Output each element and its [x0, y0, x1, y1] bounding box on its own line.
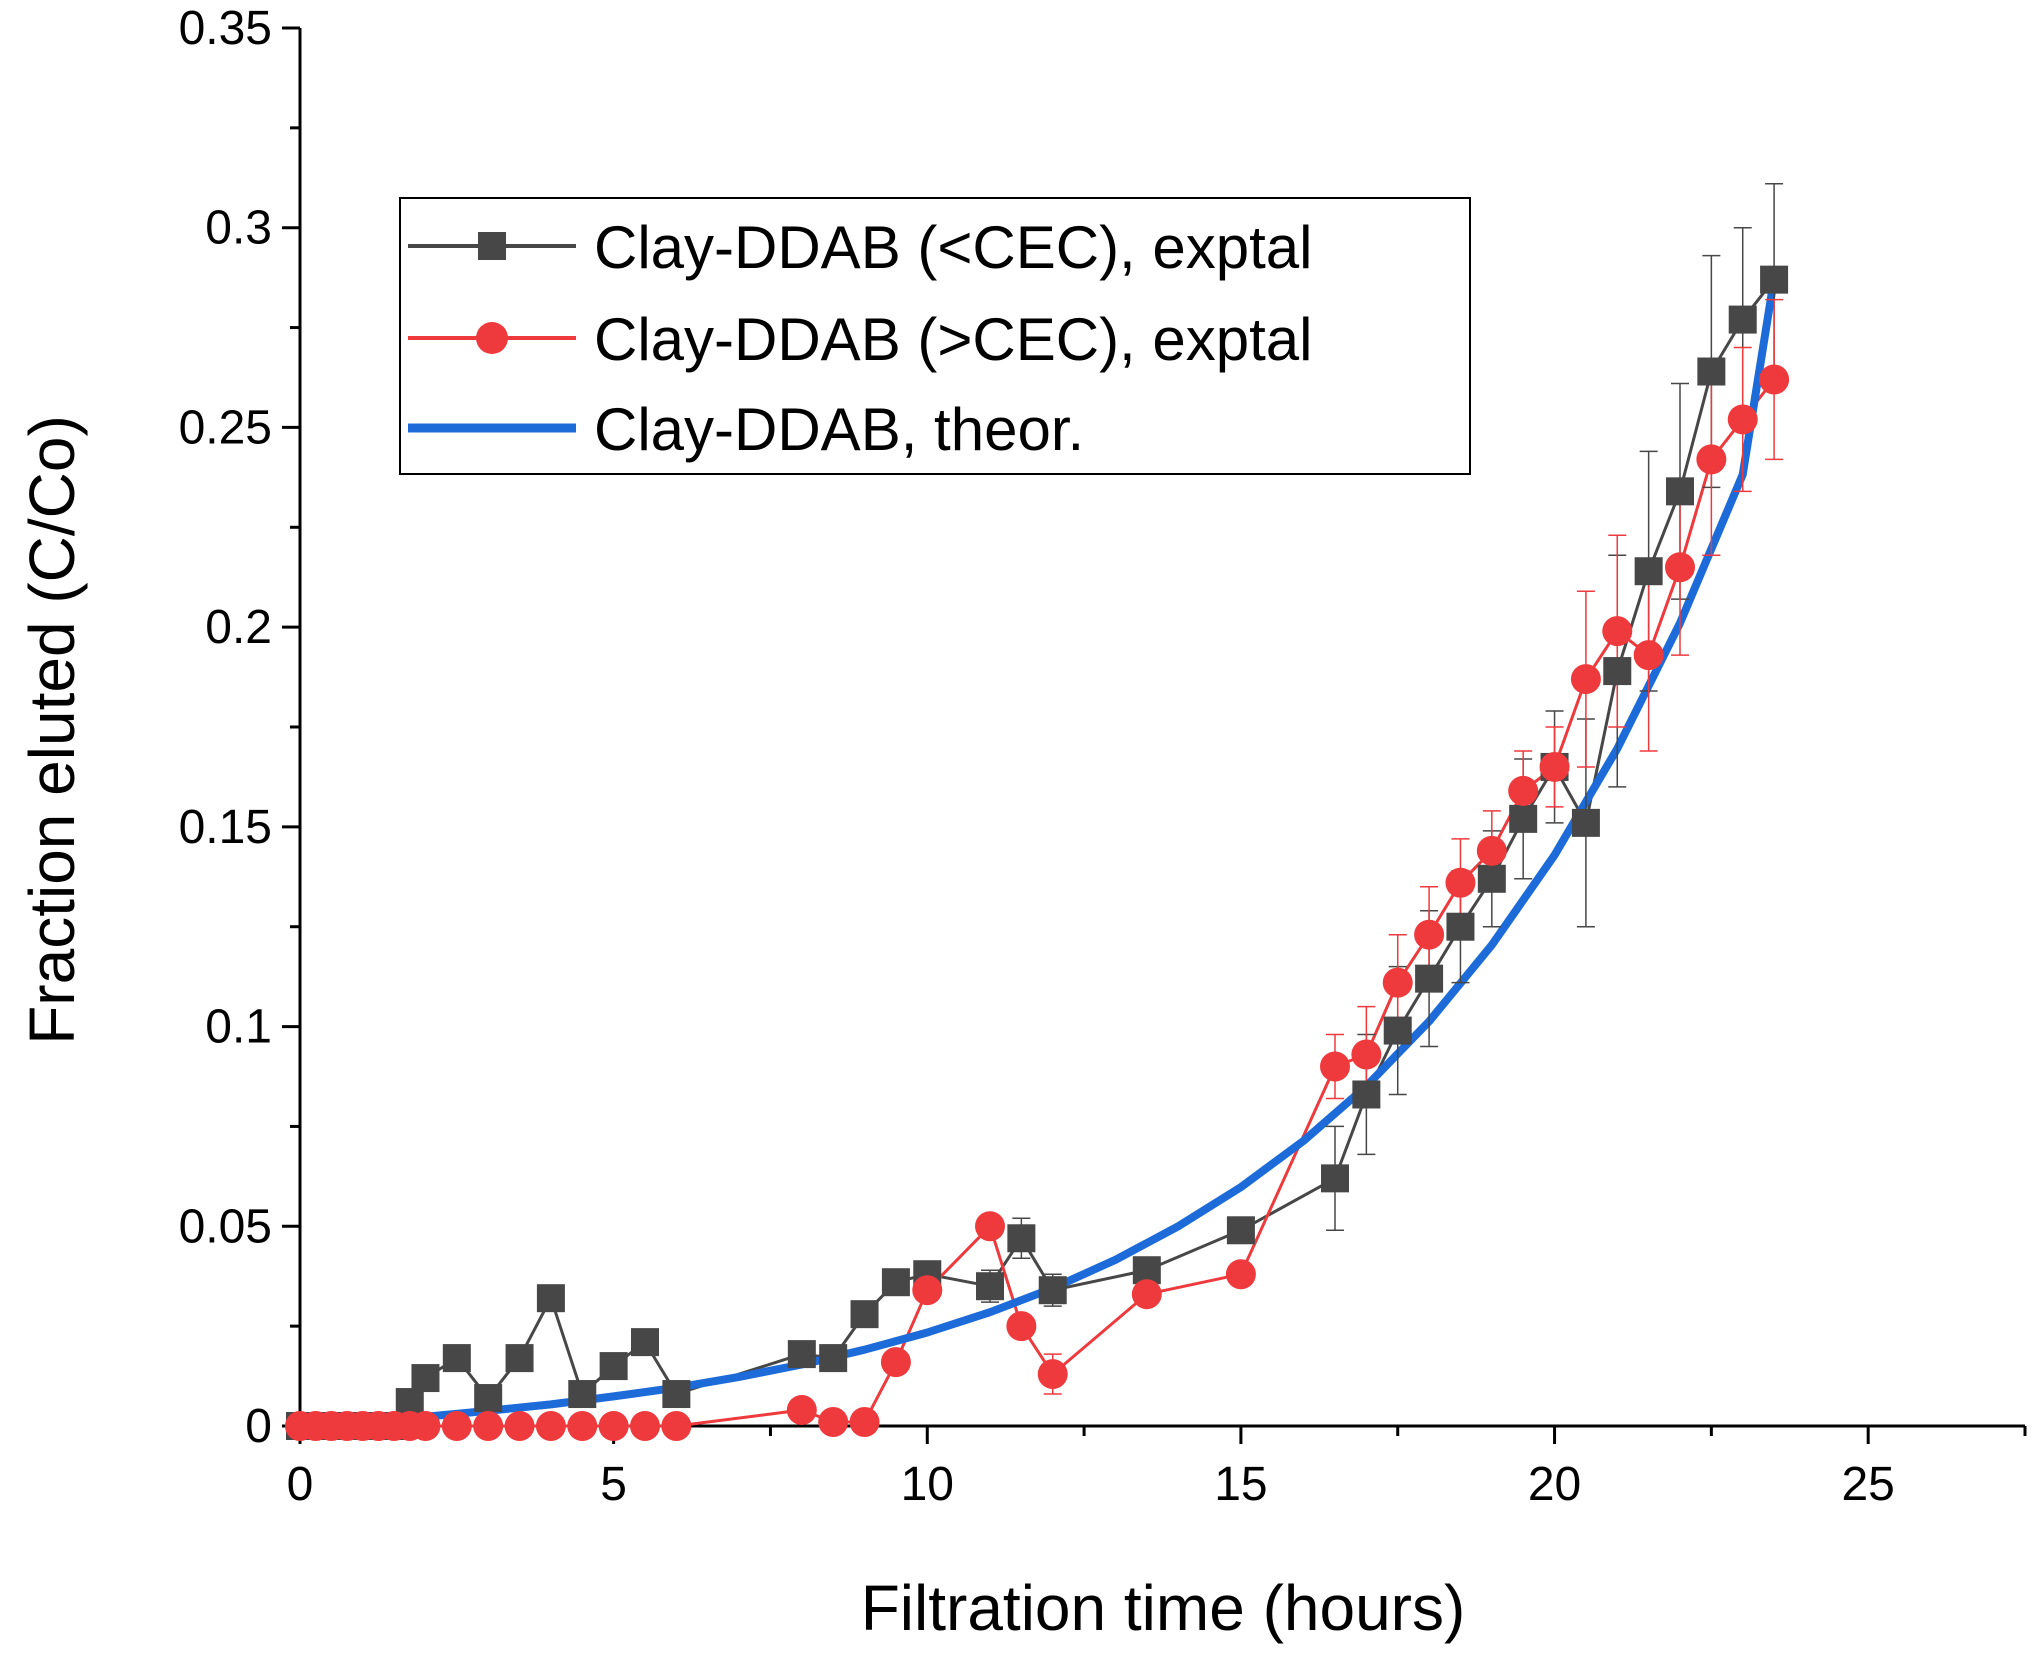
data-point-square: [662, 1380, 691, 1409]
data-point-square: [1446, 912, 1475, 941]
legend-marker-circle: [476, 322, 508, 354]
legend-marker-square: [478, 232, 506, 260]
data-point-circle: [1351, 1039, 1382, 1070]
data-point-square: [411, 1364, 440, 1393]
data-point-square: [1038, 1276, 1067, 1305]
data-point-square: [568, 1380, 597, 1409]
legend-label-series-1: Clay-DDAB (<CEC), exptal: [594, 214, 1313, 281]
data-point-circle: [1759, 364, 1790, 395]
y-tick-label: 0.35: [179, 2, 272, 55]
data-point-circle: [1320, 1051, 1350, 1082]
data-point-circle: [1727, 404, 1758, 435]
data-point-circle: [504, 1411, 535, 1441]
data-point-circle: [630, 1411, 660, 1441]
data-point-circle: [1633, 640, 1664, 671]
data-point-square: [505, 1344, 534, 1373]
data-point-circle: [786, 1395, 817, 1426]
data-point-square: [1352, 1080, 1381, 1109]
legend-box: [399, 197, 1471, 475]
data-point-circle: [1445, 867, 1476, 898]
data-point-circle: [441, 1411, 472, 1441]
data-point-square: [1383, 1016, 1412, 1045]
data-point-circle: [912, 1275, 943, 1306]
x-tick-label: 20: [1528, 1458, 1581, 1511]
data-point-square: [1226, 1216, 1255, 1245]
data-point-square: [1415, 964, 1444, 993]
legend-label-series-2: Clay-DDAB (>CEC), exptal: [594, 306, 1313, 373]
x-tick-label: 15: [1214, 1458, 1267, 1511]
data-point-square: [1760, 265, 1789, 294]
data-point-square: [1571, 808, 1600, 837]
x-tick-label: 10: [901, 1458, 954, 1511]
data-point-square: [850, 1300, 879, 1329]
data-point-square: [1477, 864, 1506, 893]
x-tick-label: 25: [1841, 1458, 1894, 1511]
x-axis-title: Filtration time (hours): [861, 1572, 1466, 1644]
data-point-square: [599, 1352, 628, 1381]
data-point-circle: [1602, 616, 1633, 647]
data-point-circle: [1006, 1311, 1037, 1342]
data-point-square: [1007, 1224, 1036, 1253]
y-tick-label: 0: [245, 1400, 272, 1453]
data-point-circle: [1570, 664, 1601, 695]
data-point-circle: [849, 1407, 880, 1438]
data-point-square: [881, 1268, 910, 1297]
data-point-circle: [975, 1211, 1005, 1242]
data-point-square: [1666, 477, 1694, 506]
data-point-square: [1634, 557, 1663, 586]
data-point-square: [787, 1340, 816, 1369]
data-point-circle: [1508, 775, 1539, 806]
data-point-circle: [1414, 919, 1445, 950]
legend-label-series-3: Clay-DDAB, theor.: [594, 396, 1084, 463]
x-tick-label: 0: [287, 1458, 314, 1511]
data-point-square: [631, 1328, 659, 1357]
data-point-square: [819, 1344, 848, 1373]
y-tick-label: 0.3: [205, 202, 272, 255]
data-point-circle: [598, 1411, 629, 1441]
data-point-circle: [1037, 1359, 1068, 1390]
data-point-circle: [1225, 1259, 1256, 1290]
data-point-circle: [473, 1411, 504, 1441]
data-point-circle: [567, 1411, 598, 1441]
legend: Clay-DDAB (<CEC), exptal Clay-DDAB (>CEC…: [399, 197, 1471, 475]
y-tick-label: 0.15: [179, 801, 272, 854]
data-point-circle: [1382, 967, 1413, 998]
y-tick-label: 0.25: [179, 401, 272, 454]
data-point-square: [1321, 1164, 1349, 1193]
data-point-circle: [1665, 552, 1695, 583]
data-point-square: [442, 1344, 471, 1373]
data-point-circle: [818, 1407, 849, 1438]
data-point-square: [1728, 305, 1757, 334]
data-point-circle: [535, 1411, 566, 1441]
data-point-square: [976, 1272, 1004, 1301]
x-tick-label: 5: [600, 1458, 627, 1511]
axes: 0 5 10 15 20 25 0 0.05 0.1 0.15 0.2 0.25 0.3 0.35: [179, 2, 2027, 1511]
data-point-square: [474, 1384, 503, 1413]
data-point-circle: [880, 1347, 911, 1378]
data-point-circle: [1131, 1279, 1162, 1310]
data-point-circle: [1476, 835, 1507, 866]
data-point-circle: [661, 1411, 692, 1441]
y-tick-label: 0.1: [205, 1001, 272, 1054]
data-point-square: [1603, 657, 1632, 686]
data-point-square: [1697, 357, 1726, 386]
data-point-circle: [410, 1411, 441, 1441]
data-point-circle: [1539, 751, 1570, 782]
data-point-square: [1509, 804, 1538, 833]
data-point-square: [536, 1284, 565, 1313]
series-markers: [285, 265, 1790, 1441]
data-point-circle: [1696, 444, 1727, 475]
y-tick-label: 0.05: [179, 1200, 272, 1253]
y-tick-label: 0.2: [205, 601, 272, 654]
y-axis-title: Fraction eluted (C/Co): [16, 415, 88, 1045]
